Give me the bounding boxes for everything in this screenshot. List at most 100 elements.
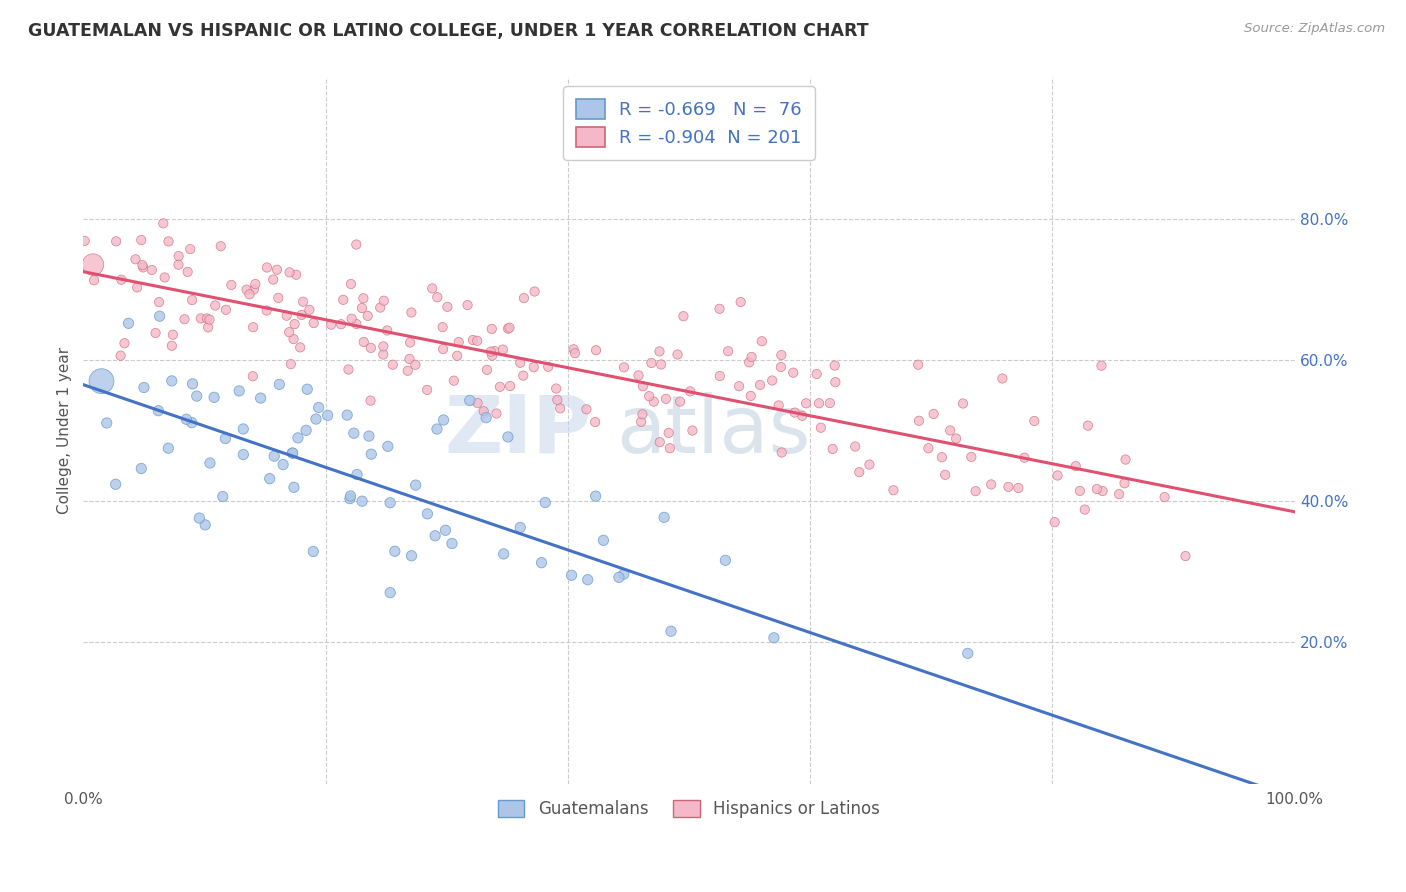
Y-axis label: College, Under 1 year: College, Under 1 year <box>58 347 72 514</box>
Point <box>269 377 291 392</box>
Point <box>457 298 479 312</box>
Point <box>198 312 221 326</box>
Point <box>1174 549 1197 563</box>
Point <box>378 496 401 510</box>
Point <box>110 349 132 363</box>
Point <box>280 357 302 371</box>
Point <box>783 406 806 420</box>
Point <box>141 263 163 277</box>
Point <box>447 335 470 350</box>
Point <box>523 285 546 299</box>
Point <box>512 368 534 383</box>
Point <box>173 312 195 326</box>
Point <box>1091 483 1114 498</box>
Point <box>613 360 636 375</box>
Point <box>153 270 176 285</box>
Point <box>648 435 671 450</box>
Point <box>148 295 170 310</box>
Point <box>83 273 105 287</box>
Point <box>709 369 731 384</box>
Point <box>1046 468 1069 483</box>
Point <box>844 440 866 454</box>
Legend: Guatemalans, Hispanics or Latinos: Guatemalans, Hispanics or Latinos <box>491 793 887 825</box>
Point <box>509 356 531 370</box>
Point <box>398 351 420 366</box>
Point <box>592 533 614 548</box>
Point <box>1108 487 1130 501</box>
Point <box>496 321 519 335</box>
Point <box>1074 502 1097 516</box>
Point <box>423 529 446 543</box>
Point <box>934 467 956 482</box>
Point <box>1114 476 1136 491</box>
Point <box>297 382 319 396</box>
Point <box>145 326 167 340</box>
Point <box>105 235 128 249</box>
Point <box>562 343 585 357</box>
Point <box>190 311 212 326</box>
Point <box>960 450 983 464</box>
Point <box>330 317 353 331</box>
Point <box>489 380 512 394</box>
Point <box>730 295 752 310</box>
Point <box>717 344 740 359</box>
Point <box>440 536 463 550</box>
Point <box>741 350 763 364</box>
Point <box>287 431 309 445</box>
Point <box>292 294 315 309</box>
Point <box>485 407 508 421</box>
Point <box>288 340 311 354</box>
Point <box>858 458 880 472</box>
Point <box>405 478 427 492</box>
Point <box>188 511 211 525</box>
Point <box>127 280 149 294</box>
Point <box>132 380 155 394</box>
Point <box>221 277 243 292</box>
Point <box>148 403 170 417</box>
Point <box>263 449 285 463</box>
Point <box>952 396 974 410</box>
Point <box>583 415 606 429</box>
Point <box>792 409 814 423</box>
Point <box>751 334 773 349</box>
Point <box>149 309 172 323</box>
Point <box>426 290 449 304</box>
Point <box>160 374 183 388</box>
Text: atlas: atlas <box>616 392 811 469</box>
Point <box>709 301 731 316</box>
Point <box>585 343 607 358</box>
Point <box>283 332 305 346</box>
Point <box>1077 418 1099 433</box>
Text: GUATEMALAN VS HISPANIC OR LATINO COLLEGE, UNDER 1 YEAR CORRELATION CHART: GUATEMALAN VS HISPANIC OR LATINO COLLEGE… <box>28 22 869 40</box>
Point <box>73 234 96 248</box>
Point <box>215 302 238 317</box>
Point <box>308 401 330 415</box>
Point <box>340 277 363 291</box>
Point <box>768 399 790 413</box>
Point <box>824 375 846 389</box>
Point <box>432 342 454 356</box>
Point <box>484 344 506 359</box>
Point <box>475 410 498 425</box>
Point <box>980 477 1002 491</box>
Point <box>232 422 254 436</box>
Point <box>82 258 104 272</box>
Point <box>575 402 598 417</box>
Point <box>658 442 681 456</box>
Point <box>243 283 266 297</box>
Point <box>375 323 398 337</box>
Point <box>179 242 201 256</box>
Point <box>302 544 325 558</box>
Point <box>648 344 671 359</box>
Point <box>245 277 267 291</box>
Point <box>271 458 294 472</box>
Point <box>426 422 449 436</box>
Point <box>585 489 607 503</box>
Point <box>782 366 804 380</box>
Point <box>679 384 702 399</box>
Point <box>346 317 368 331</box>
Point <box>129 461 152 475</box>
Point <box>770 445 793 459</box>
Point <box>537 359 560 374</box>
Point <box>321 318 343 332</box>
